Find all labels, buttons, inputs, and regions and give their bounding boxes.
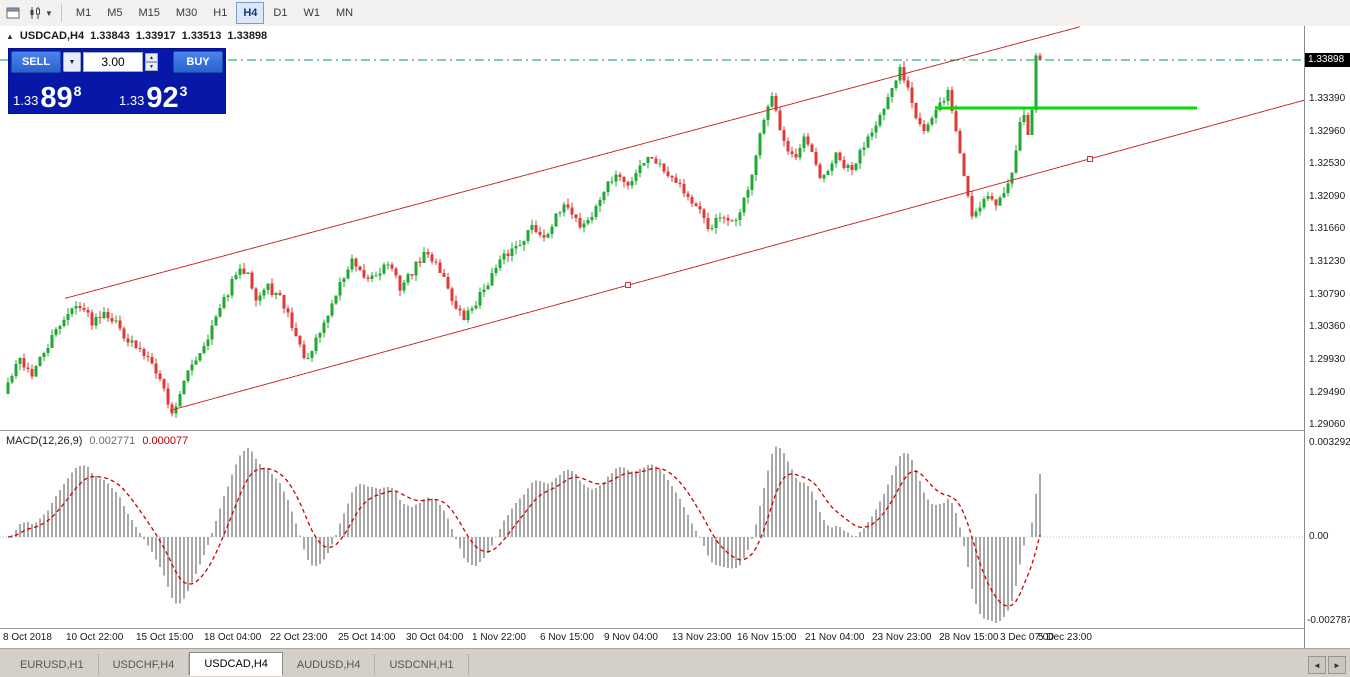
buy-price-sup: 3 — [179, 83, 188, 99]
buy-price-frac: 1.33 — [119, 93, 145, 108]
date-axis-label: 6 Nov 15:00 — [540, 632, 594, 643]
tab-usdchf-h4[interactable]: USDCHF,H4 — [99, 654, 190, 675]
macd-indicator-label: MACD(12,26,9) 0.002771 0.000077 — [6, 435, 188, 447]
volume-spinner: ▲ ▼ — [145, 53, 158, 71]
date-axis-label: 13 Nov 23:00 — [672, 632, 732, 643]
current-price-badge: 1.33898 — [1305, 53, 1350, 67]
tab-scroll-arrows: ◄ ► — [1308, 656, 1346, 674]
date-axis-label: 10 Oct 22:00 — [66, 632, 124, 643]
date-axis-label: 9 Nov 04:00 — [604, 632, 658, 643]
volume-dropdown-button[interactable]: ▼ — [63, 52, 81, 72]
window-icon-glyph — [6, 7, 20, 19]
sell-price-sup: 8 — [73, 83, 82, 99]
high-value: 1.33917 — [135, 30, 176, 42]
price-axis-label: 1.30360 — [1309, 321, 1346, 333]
close-value: 1.33898 — [227, 30, 268, 42]
date-axis-label: 23 Nov 23:00 — [872, 632, 932, 643]
date-axis-label: 22 Oct 23:00 — [270, 632, 328, 643]
macd-axis-min: -0.002787 — [1307, 615, 1350, 626]
date-axis-label: 18 Oct 04:00 — [204, 632, 262, 643]
chart-type-dropdown-icon[interactable]: ▼ — [45, 8, 53, 18]
macd-main-value: 0.002771 — [89, 435, 136, 447]
price-axis-label: 1.31230 — [1309, 255, 1346, 267]
volume-input[interactable] — [83, 52, 143, 72]
date-axis-label: 15 Oct 15:00 — [136, 632, 194, 643]
price-axis-label: 1.29930 — [1309, 353, 1346, 365]
date-axis-label: 5 Dec 23:00 — [1038, 632, 1092, 643]
sell-price-display[interactable]: 1.33 89 8 — [11, 73, 117, 113]
timeframe-button-m5[interactable]: M5 — [107, 7, 123, 19]
macd-axis-zero: 0.00 — [1309, 531, 1329, 542]
macd-signal-value: 0.000077 — [142, 435, 189, 447]
main-macd-divider[interactable] — [0, 430, 1304, 431]
toolbar: ▼ M1 M5 M15 M30 H1 H4 D1 W1 MN — [0, 0, 1350, 27]
price-axis-label: 1.31660 — [1309, 223, 1346, 235]
timeframe-button-h4[interactable]: H4 — [236, 2, 265, 24]
one-click-trade-panel: SELL ▼ ▲ ▼ BUY 1.33 89 8 1.33 92 3 — [8, 48, 226, 114]
date-axis-label: 30 Oct 04:00 — [406, 632, 464, 643]
price-axis-label: 1.29060 — [1309, 419, 1346, 430]
price-axis-label: 1.32530 — [1309, 157, 1346, 169]
tab-usdcnh-h1[interactable]: USDCNH,H1 — [375, 654, 469, 675]
trade-panel-collapse-icon[interactable]: ▲ — [6, 31, 14, 41]
price-axis-label: 1.30790 — [1309, 288, 1346, 300]
date-axis[interactable]: 8 Oct 2018 10 Oct 22:00 15 Oct 15:00 18 Oct… — [0, 629, 1304, 648]
macd-axis-max: 0.003292 — [1309, 437, 1350, 448]
chart-type-icon[interactable] — [26, 4, 44, 22]
volume-increase-button[interactable]: ▲ — [145, 53, 158, 62]
timeframe-button-w1[interactable]: W1 — [303, 7, 320, 19]
price-axis-label: 1.33390 — [1309, 93, 1346, 105]
date-axis-label: 16 Nov 15:00 — [737, 632, 797, 643]
volume-decrease-button[interactable]: ▼ — [145, 62, 158, 71]
buy-button[interactable]: BUY — [173, 51, 223, 73]
candlestick-glyph — [30, 7, 40, 19]
sell-price-frac: 1.33 — [13, 93, 39, 108]
date-axis-label: 25 Oct 14:00 — [338, 632, 396, 643]
tab-eurusd-h1[interactable]: EURUSD,H1 — [6, 654, 99, 675]
price-axis-label: 1.32960 — [1309, 125, 1346, 137]
macd-name: MACD(12,26,9) — [6, 435, 83, 447]
date-axis-label: 1 Nov 22:00 — [472, 632, 526, 643]
sell-button[interactable]: SELL — [11, 51, 61, 73]
timeframe-button-m1[interactable]: M1 — [75, 7, 92, 19]
macd-dateaxis-divider — [0, 628, 1304, 629]
price-chart-canvas[interactable] — [0, 26, 1304, 430]
toolbar-separator — [60, 4, 62, 22]
date-axis-label: 28 Nov 15:00 — [939, 632, 999, 643]
sell-price-big: 89 — [40, 82, 73, 115]
date-axis-label: 8 Oct 2018 — [3, 632, 52, 643]
low-value: 1.33513 — [181, 30, 222, 42]
symbol-period-label: USDCAD,H4 — [19, 30, 85, 42]
timeframe-button-h1[interactable]: H1 — [213, 7, 228, 19]
macd-canvas[interactable] — [0, 431, 1304, 629]
price-axis[interactable]: 1.33898 0.003292 0.00 -0.002787 1.33390 1… — [1304, 26, 1350, 648]
buy-price-big: 92 — [146, 82, 179, 115]
timeframe-button-d1[interactable]: D1 — [273, 7, 288, 19]
tab-scroll-left-button[interactable]: ◄ — [1308, 656, 1326, 674]
date-axis-label: 3 Dec 07:00 — [1000, 632, 1054, 643]
tab-audusd-h4[interactable]: AUDUSD,H4 — [283, 654, 376, 675]
chart-tab-bar: EURUSD,H1 USDCHF,H4 USDCAD,H4 AUDUSD,H4 USDC… — [0, 648, 1350, 677]
timeframe-group: M1 M5 M15 M30 H1 H4 D1 W1 MN — [68, 2, 361, 24]
chart-region: ▲ USDCAD,H4 1.33843 1.33917 1.33513 1.33… — [0, 26, 1350, 648]
timeframe-button-m30[interactable]: M30 — [175, 7, 198, 19]
open-value: 1.33843 — [90, 30, 130, 42]
tab-usdcad-h4[interactable]: USDCAD,H4 — [189, 652, 283, 676]
date-axis-label: 21 Nov 04:00 — [805, 632, 865, 643]
price-axis-label: 1.32090 — [1309, 191, 1346, 203]
timeframe-button-m15[interactable]: M15 — [138, 7, 160, 19]
window-icon[interactable] — [4, 4, 22, 22]
ohlc-header: ▲ USDCAD,H4 1.33843 1.33917 1.33513 1.33… — [6, 30, 267, 42]
timeframe-button-mn[interactable]: MN — [335, 7, 354, 19]
buy-price-display[interactable]: 1.33 92 3 — [117, 73, 223, 113]
price-axis-label: 1.29490 — [1309, 386, 1346, 398]
tab-scroll-right-button[interactable]: ► — [1328, 656, 1346, 674]
